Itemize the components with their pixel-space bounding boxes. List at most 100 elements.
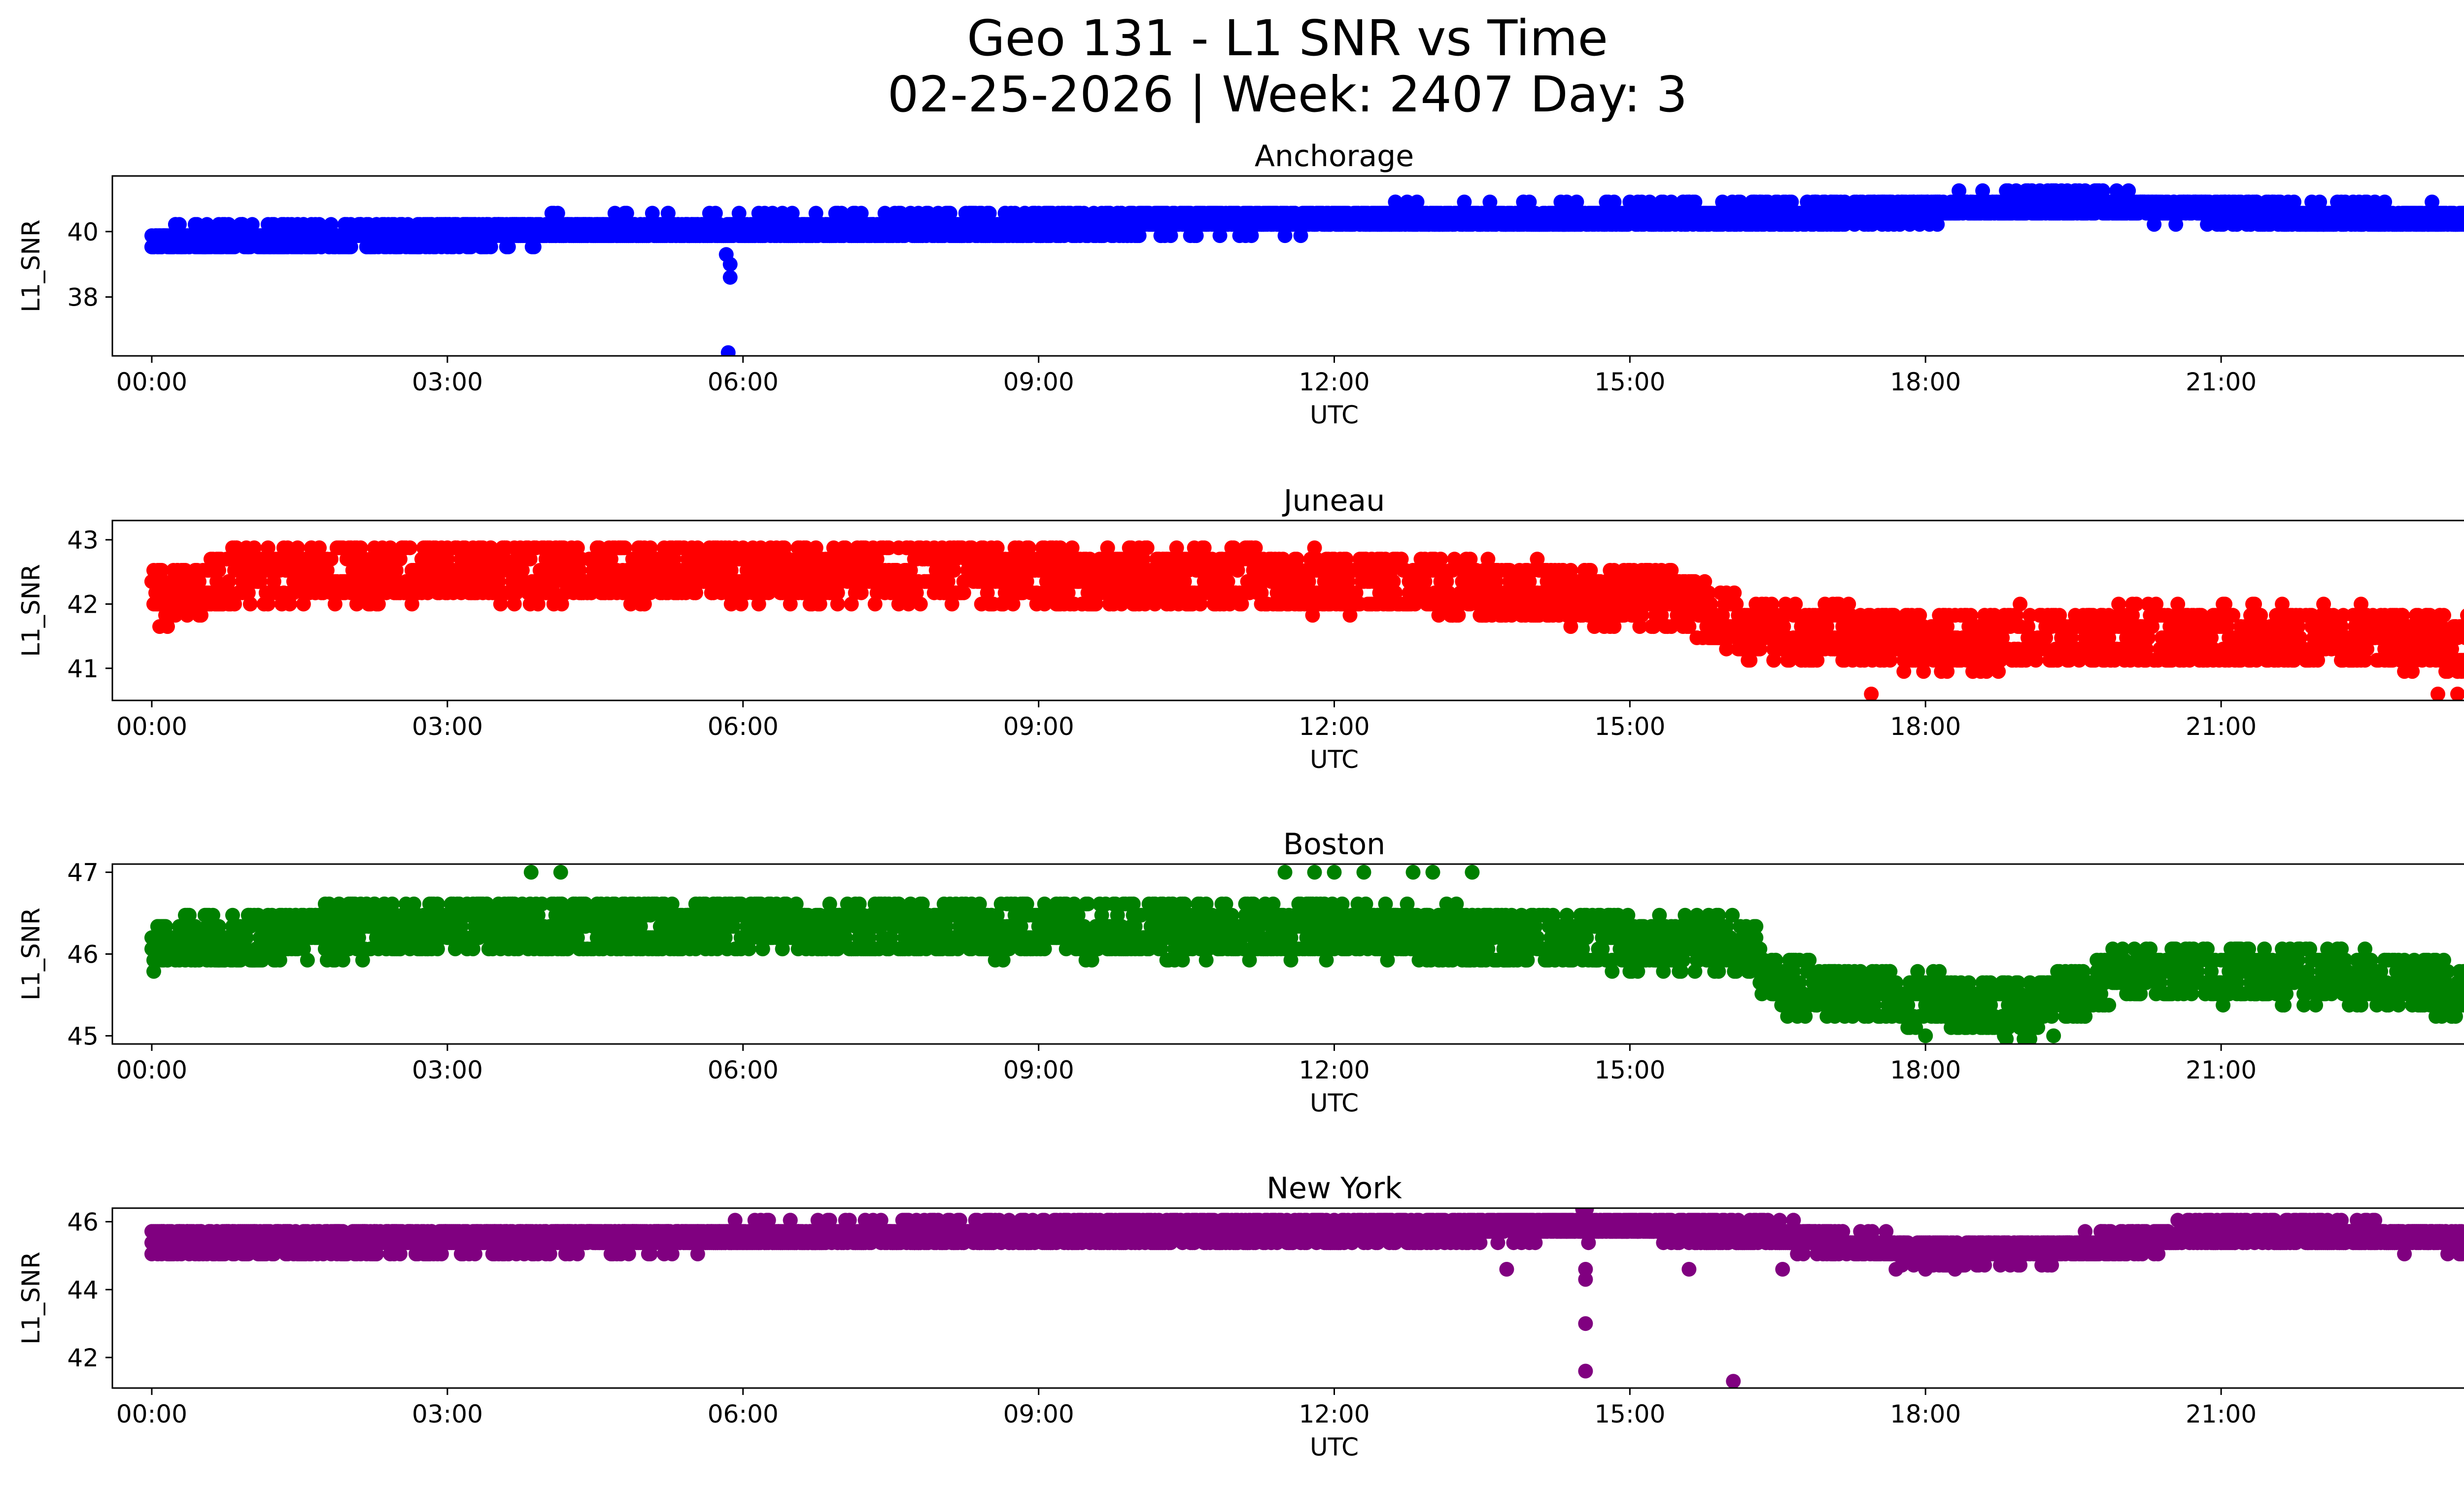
data-point: [507, 596, 522, 612]
data-point: [327, 596, 342, 612]
data-point: [2460, 218, 2464, 231]
x-tick-label: 18:00: [1890, 368, 1961, 396]
data-point: [2287, 194, 2302, 209]
data-point: [353, 540, 368, 556]
data-point: [751, 596, 766, 612]
data-point: [343, 239, 358, 254]
data-point: [483, 239, 498, 254]
y-axis-label: L1_SNR: [17, 219, 45, 313]
data-point: [554, 596, 569, 612]
data-point: [1975, 183, 1990, 198]
data-point: [700, 552, 715, 567]
data-point: [323, 552, 339, 567]
data-point-outlier: [720, 345, 736, 356]
data-point: [341, 574, 356, 589]
data-point: [854, 206, 869, 221]
data-point: [808, 206, 823, 221]
data-point: [1293, 228, 1308, 243]
data-point: [2147, 217, 2162, 232]
data-point: [680, 552, 695, 567]
data-point: [260, 540, 275, 556]
data-point: [2095, 183, 2111, 198]
data-point: [402, 540, 417, 556]
data-point: [1642, 194, 1657, 209]
data-point-outlier: [722, 270, 738, 285]
data-point: [1784, 194, 1799, 209]
data-point: [522, 552, 538, 567]
data-point: [733, 596, 749, 612]
data-point: [477, 563, 492, 578]
data-point: [211, 563, 226, 578]
data-point: [200, 217, 214, 232]
data-point: [323, 217, 339, 232]
data-point: [349, 596, 364, 612]
data-point: [1930, 217, 1945, 232]
data-point: [252, 574, 268, 589]
subplot-title: Anchorage: [1255, 139, 1414, 174]
x-tick-label: 06:00: [708, 368, 779, 396]
data-point: [1522, 194, 1537, 209]
data-point: [785, 206, 800, 221]
data-point: [1457, 194, 1472, 209]
data-point: [603, 552, 618, 567]
data-point: [1212, 228, 1228, 243]
data-point: [311, 540, 327, 556]
data-point: [1131, 228, 1147, 243]
data-point: [2425, 194, 2440, 209]
data-point-outlier: [719, 247, 734, 262]
figure-title-line1: Geo 131 - L1 SNR vs Time: [967, 9, 1608, 67]
data-point: [1409, 194, 1425, 209]
data-point: [172, 217, 187, 232]
data-point: [282, 596, 297, 612]
data-point: [2377, 194, 2393, 209]
data-point: [2312, 194, 2327, 209]
data-point: [296, 596, 311, 612]
data-point: [645, 206, 660, 221]
data-point: [1607, 194, 1622, 209]
x-tick-label: 15:00: [1594, 368, 1665, 396]
data-point: [266, 574, 281, 589]
data-point: [227, 596, 242, 612]
data-point: [834, 206, 849, 221]
figure-title-line2: 02-25-2026 | Week: 2407 Day: 3: [887, 66, 1688, 123]
data-point: [617, 540, 632, 556]
data-point: [487, 585, 502, 600]
data-point: [777, 540, 792, 556]
data-point: [1277, 228, 1293, 243]
data-point: [392, 552, 408, 567]
data-point: [404, 596, 419, 612]
data-point: [690, 540, 705, 556]
x-tick-label: 12:00: [1299, 368, 1369, 396]
data-point: [550, 206, 565, 221]
data-point: [168, 608, 183, 623]
data-point: [509, 585, 524, 600]
data-point: [1482, 194, 1498, 209]
data-point: [459, 574, 475, 589]
x-axis-label: UTC: [1310, 401, 1359, 429]
x-tick-label: 09:00: [1003, 368, 1074, 396]
data-point: [240, 585, 256, 600]
data-point: [382, 540, 398, 556]
data-point: [294, 574, 309, 589]
data-point: [530, 596, 546, 612]
subplot-title: Juneau: [1282, 484, 1385, 518]
data-point: [572, 563, 587, 578]
data-point: [244, 217, 260, 232]
data-point: [546, 585, 561, 600]
data-point: [180, 608, 195, 623]
data-point: [260, 596, 275, 612]
data-point: [688, 585, 703, 600]
data-point: [242, 596, 258, 612]
data-point: [1163, 228, 1178, 243]
data-point: [497, 552, 512, 567]
x-tick-label: 03:00: [412, 368, 483, 396]
data-point: [194, 608, 208, 623]
data-point: [1139, 540, 1155, 556]
data-points: [144, 540, 2464, 700]
data-point: [942, 206, 958, 221]
data-point: [1687, 194, 1703, 209]
data-point: [2121, 183, 2136, 198]
